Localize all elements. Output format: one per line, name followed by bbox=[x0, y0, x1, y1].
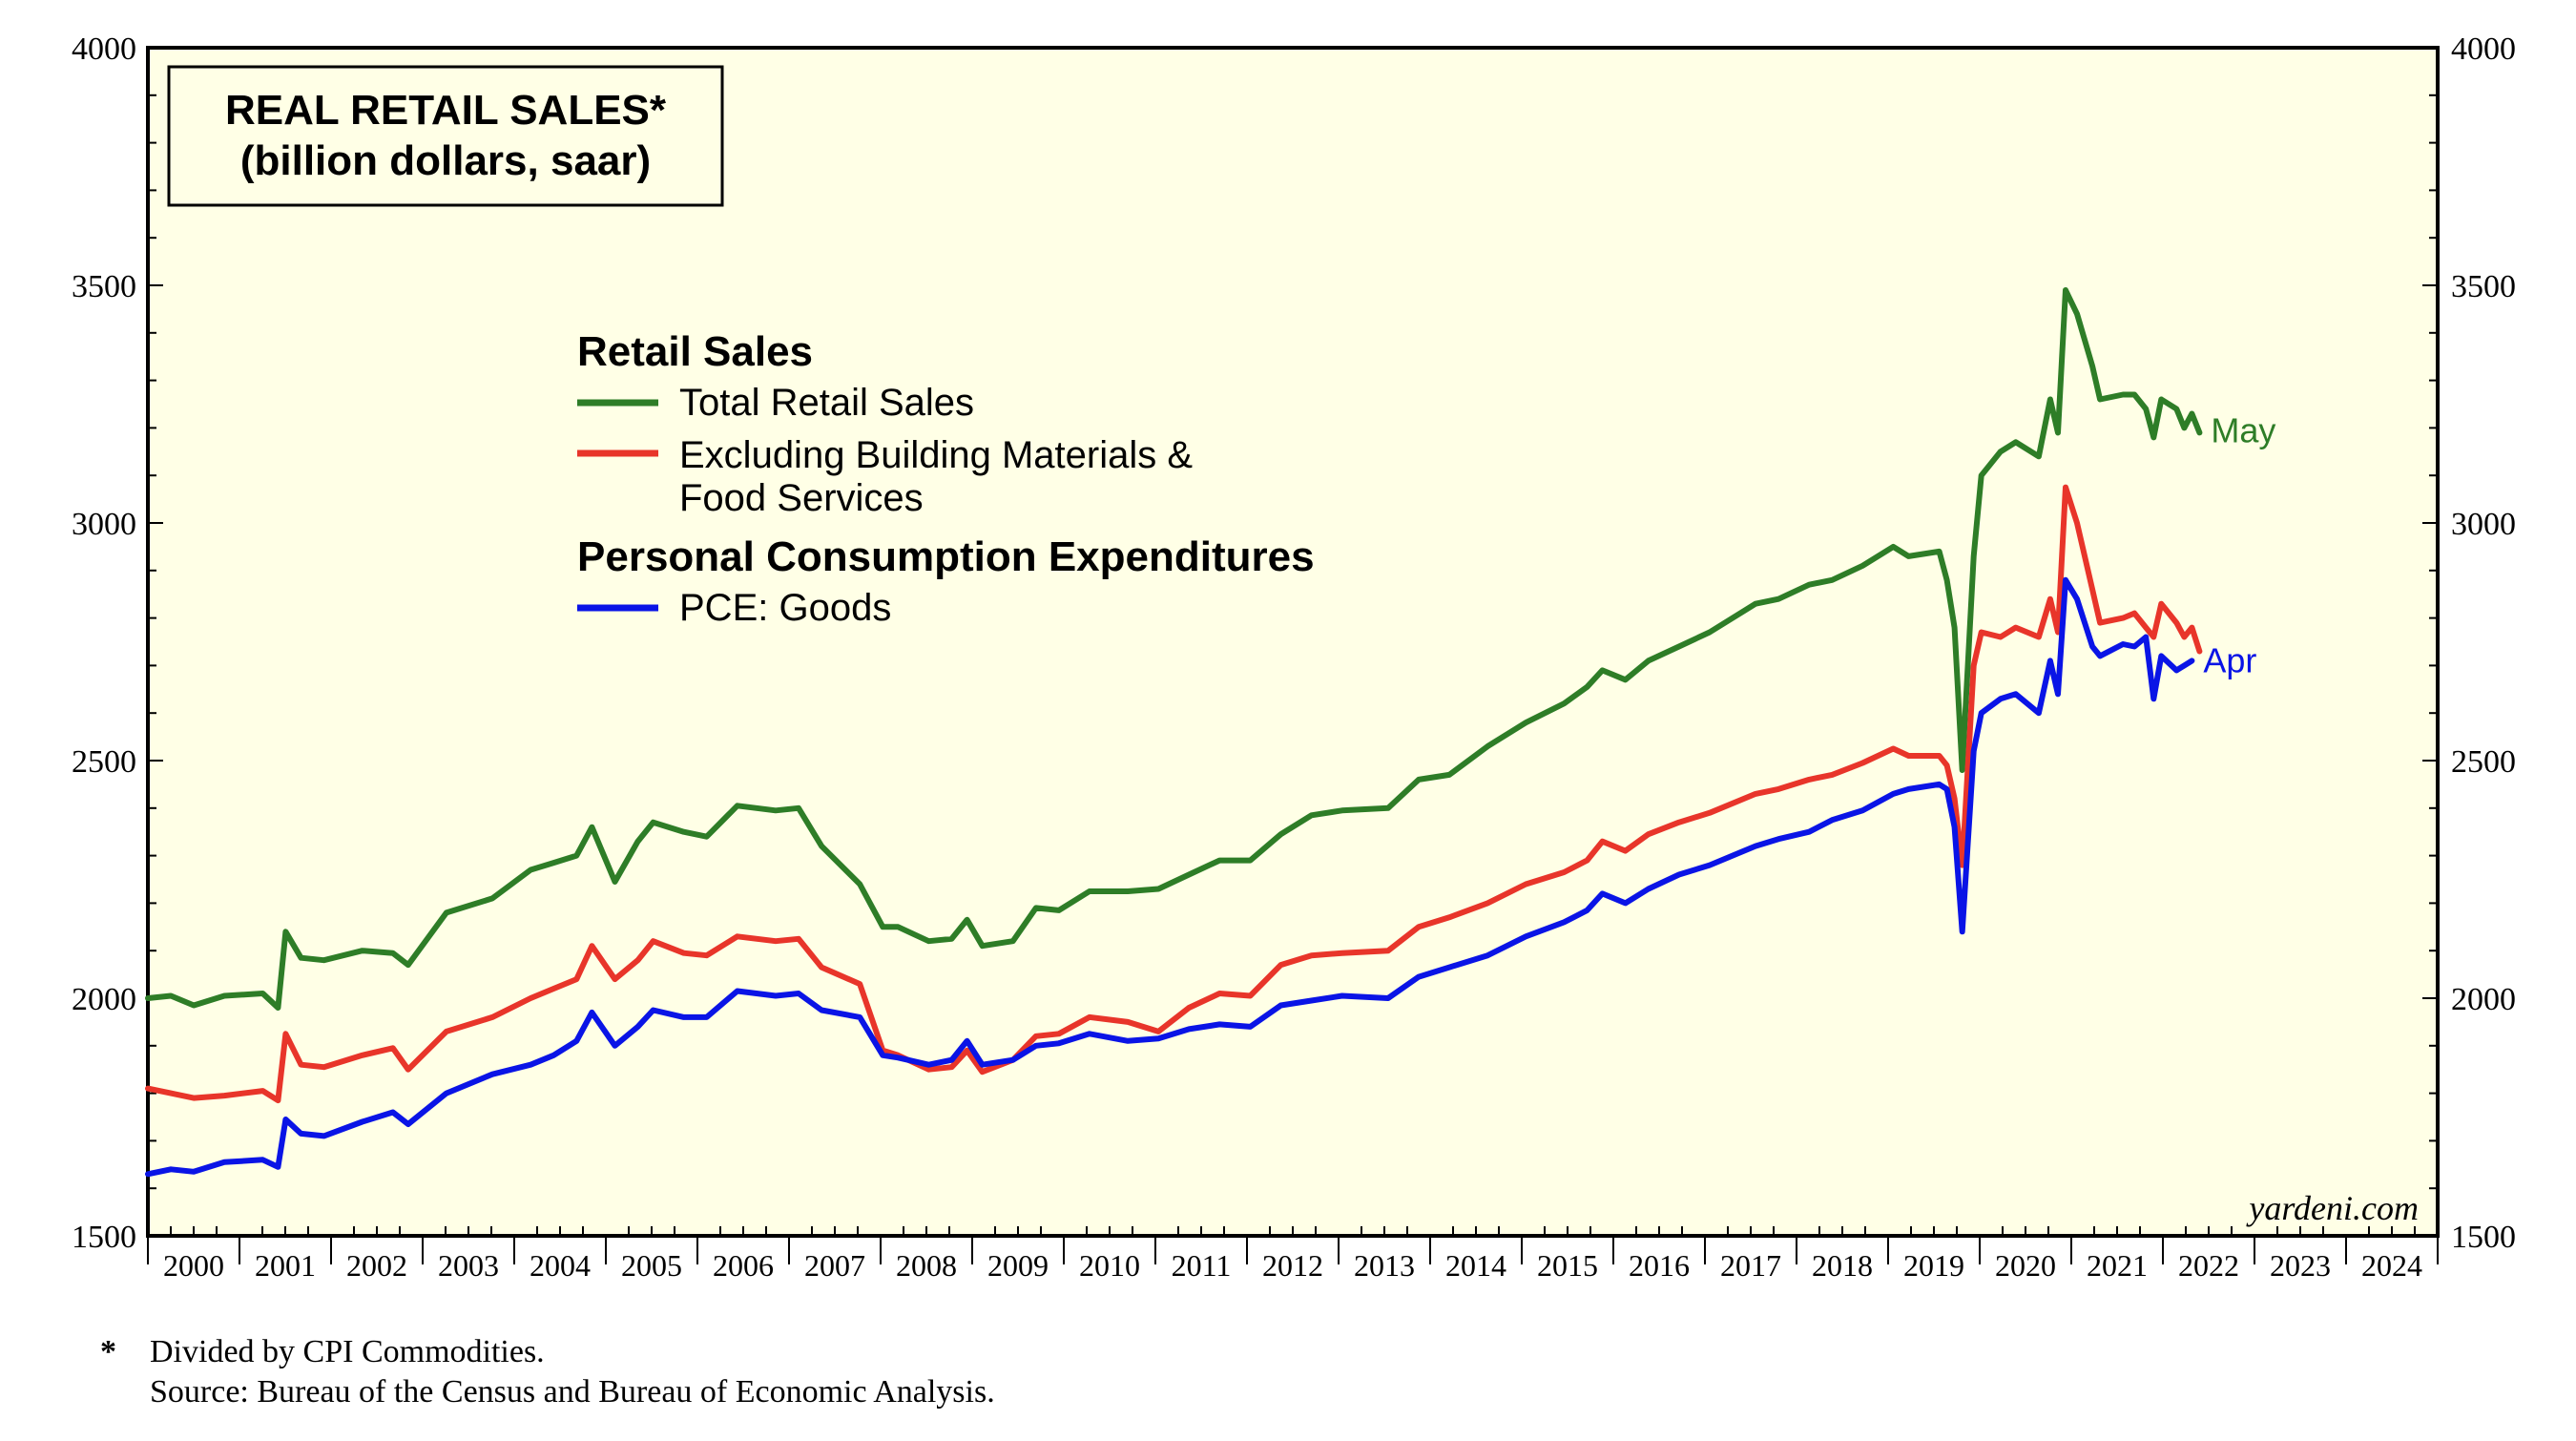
y-axis-right: 1500 2000 2500 3000 3500 4000 bbox=[2422, 31, 2516, 1255]
y-tick-label-right: 3500 bbox=[2451, 269, 2516, 304]
plot-area bbox=[146, 46, 2440, 1238]
x-tick-label: 2022 bbox=[2178, 1248, 2239, 1283]
series-line-1 bbox=[145, 484, 2203, 1104]
legend-label-pce: PCE: Goods bbox=[679, 587, 891, 629]
x-tick-label: 2005 bbox=[621, 1248, 682, 1283]
x-tick-label: 2020 bbox=[1995, 1248, 2056, 1283]
x-tick-label: 2012 bbox=[1262, 1248, 1323, 1283]
legend-label-excl-line1: Excluding Building Materials & bbox=[679, 434, 1193, 476]
x-axis: 2000 2001 2002 2003 2004 2005 2006 2007 2008 2009… bbox=[147, 1226, 2439, 1283]
x-tick-label: 2003 bbox=[438, 1248, 499, 1283]
x-tick-label: 2023 bbox=[2270, 1248, 2331, 1283]
y-tick-label-right: 3000 bbox=[2451, 507, 2516, 542]
watermark: yardeni.com bbox=[2246, 1189, 2419, 1227]
x-tick-label: 2000 bbox=[163, 1248, 224, 1283]
x-tick-label: 2015 bbox=[1537, 1248, 1598, 1283]
end-label-may: May bbox=[2211, 410, 2275, 449]
x-tick-label: 2021 bbox=[2087, 1248, 2148, 1283]
y-tick-label-left: 3500 bbox=[72, 269, 136, 304]
x-tick-label: 2013 bbox=[1354, 1248, 1415, 1283]
x-tick-label: 2009 bbox=[987, 1248, 1049, 1283]
legend-label-excl-line2: Food Services bbox=[679, 477, 924, 519]
end-label-apr: Apr bbox=[2203, 640, 2256, 679]
legend-label-excl: Excluding Building Materials & Food Serv… bbox=[679, 434, 1203, 519]
y-tick-label-right: 1500 bbox=[2451, 1220, 2516, 1255]
y-tick-label-left: 4000 bbox=[72, 31, 136, 67]
x-tick-label: 2016 bbox=[1629, 1248, 1690, 1283]
x-tick-label: 2018 bbox=[1812, 1248, 1873, 1283]
legend-group-retail-sales: Retail Sales bbox=[577, 328, 813, 375]
x-tick-label: 2017 bbox=[1720, 1248, 1781, 1283]
footnote-source-text: Source: Bureau of the Census and Bureau … bbox=[150, 1374, 995, 1410]
y-axis-left: 1500 2000 2500 3000 3500 4000 bbox=[72, 31, 163, 1255]
legend-label-total: Total Retail Sales bbox=[679, 382, 974, 424]
y-tick-label-right: 2500 bbox=[2451, 744, 2516, 780]
series-line-0 bbox=[145, 287, 2203, 1011]
footnote-text: Divided by CPI Commodities. bbox=[150, 1334, 545, 1369]
x-tick-label: 2006 bbox=[713, 1248, 774, 1283]
x-tick-label: 2002 bbox=[346, 1248, 407, 1283]
chart-subtitle: (billion dollars, saar) bbox=[240, 137, 651, 184]
y-tick-label-left: 1500 bbox=[72, 1220, 136, 1255]
x-tick-label: 2014 bbox=[1445, 1248, 1506, 1283]
y-tick-label-right: 2000 bbox=[2451, 982, 2516, 1017]
x-tick-label: 2001 bbox=[255, 1248, 316, 1283]
series-line-2 bbox=[145, 576, 2195, 1178]
x-tick-label: 2007 bbox=[804, 1248, 865, 1283]
x-tick-label: 2008 bbox=[896, 1248, 957, 1283]
footnote-source: Source: Bureau of the Census and Bureau … bbox=[150, 1374, 995, 1410]
series-lines bbox=[145, 287, 2203, 1178]
y-tick-label-left: 2500 bbox=[72, 744, 136, 780]
x-tick-label: 2019 bbox=[1903, 1248, 1964, 1283]
legend-group-pce: Personal Consumption Expenditures bbox=[577, 533, 1315, 580]
y-tick-label-left: 2000 bbox=[72, 982, 136, 1017]
x-tick-label: 2024 bbox=[2361, 1248, 2422, 1283]
footnote-asterisk: * bbox=[100, 1334, 116, 1369]
x-tick-label: 2004 bbox=[530, 1248, 591, 1283]
x-tick-label: 2011 bbox=[1172, 1248, 1232, 1283]
y-tick-label-right: 4000 bbox=[2451, 31, 2516, 67]
y-tick-label-left: 3000 bbox=[72, 507, 136, 542]
chart-title: REAL RETAIL SALES* bbox=[225, 87, 667, 134]
title-box bbox=[167, 65, 724, 207]
x-tick-label: 2010 bbox=[1079, 1248, 1140, 1283]
